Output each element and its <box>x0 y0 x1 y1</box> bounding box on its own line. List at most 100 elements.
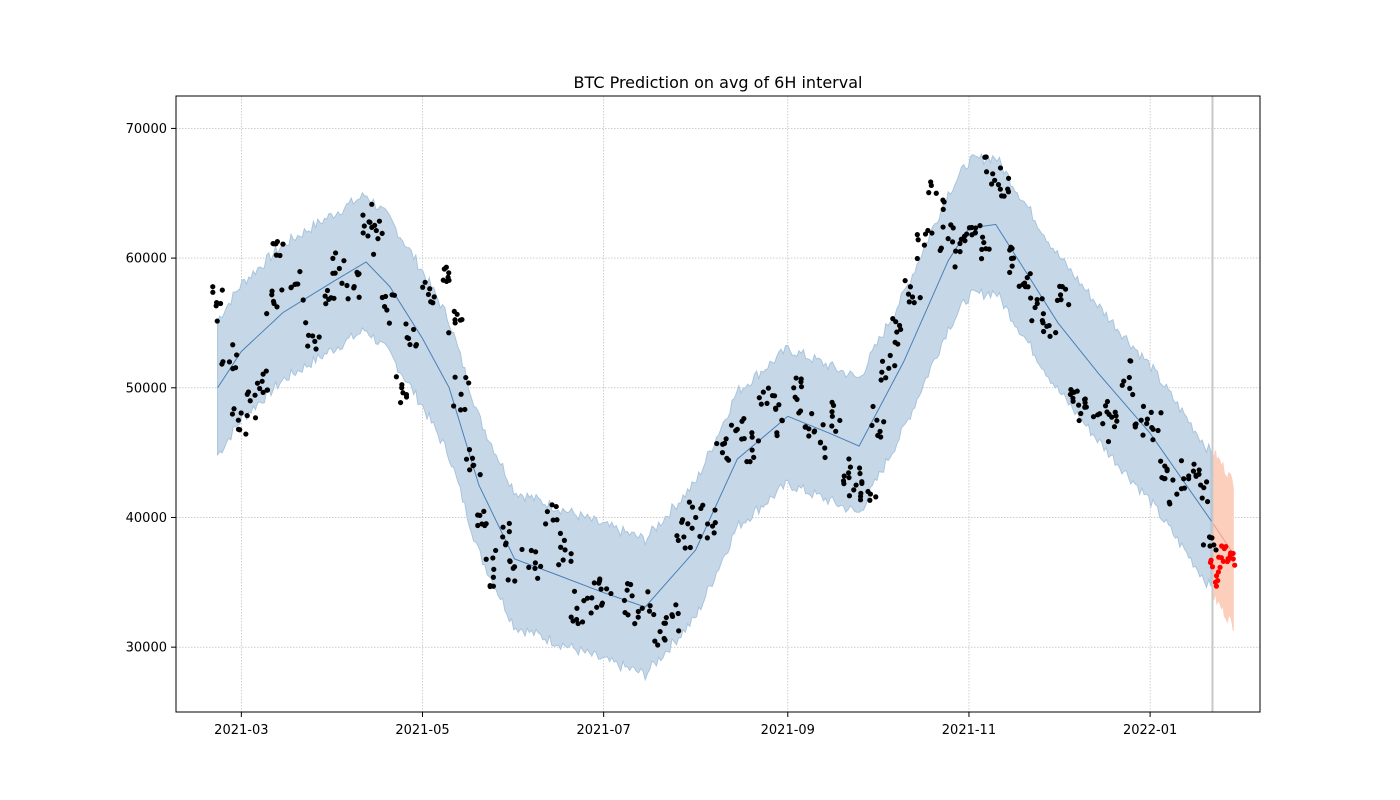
actual-point-cluster <box>332 250 339 256</box>
actual-point-cluster <box>1025 284 1031 290</box>
actual-point-cluster <box>1196 471 1202 477</box>
actual-point-cluster <box>356 294 362 300</box>
actual-point-cluster <box>914 232 920 238</box>
actual-point-cluster <box>533 549 539 555</box>
actual-point-cluster <box>773 406 779 412</box>
actual-point-cluster <box>669 613 676 620</box>
actual-point-cluster <box>560 557 566 563</box>
actual-point-cluster <box>274 304 280 310</box>
actual-point-cluster <box>902 278 908 284</box>
future-point-cluster <box>1216 554 1222 560</box>
actual-point-cluster <box>1201 485 1207 491</box>
actual-point-cluster <box>244 391 250 397</box>
actual-point-cluster <box>1090 414 1097 420</box>
actual-point-cluster <box>571 588 578 594</box>
actual-point-cluster <box>1167 501 1173 507</box>
actual-point-cluster <box>632 621 638 627</box>
actual-point <box>981 239 987 246</box>
actual-point-cluster <box>405 335 412 341</box>
actual-point-cluster <box>345 296 351 302</box>
actual-point-cluster <box>806 433 812 439</box>
actual-point-cluster <box>288 285 294 291</box>
actual-point-cluster <box>369 224 375 230</box>
actual-point-cluster <box>451 403 457 409</box>
actual-point <box>681 534 687 540</box>
actual-point-cluster <box>403 391 410 398</box>
actual-point-cluster <box>506 520 512 527</box>
actual-point <box>550 517 556 523</box>
actual-point <box>217 300 224 307</box>
forecast-uncertainty-band <box>217 152 1212 682</box>
actual-point <box>886 365 892 371</box>
actual-point-cluster <box>983 154 989 160</box>
actual-point-cluster <box>568 614 574 620</box>
actual-point-cluster <box>1186 476 1192 482</box>
actual-point-cluster <box>833 428 839 434</box>
actual-point-cluster <box>765 385 772 391</box>
actual-point-cluster <box>367 219 373 225</box>
actual-point-cluster <box>878 434 884 440</box>
actual-point-cluster <box>1211 542 1217 548</box>
actual-point-cluster <box>995 182 1002 188</box>
actual-point-cluster <box>1114 418 1120 424</box>
actual-point-cluster <box>1144 416 1150 422</box>
actual-point-cluster <box>344 282 350 289</box>
actual-point <box>375 236 381 242</box>
actual-point-cluster <box>1105 438 1112 445</box>
actual-point-cluster <box>774 432 780 439</box>
actual-point-cluster <box>712 520 718 526</box>
actual-point-cluster <box>989 181 995 187</box>
actual-point-cluster <box>1001 193 1007 199</box>
actual-point-cluster <box>928 182 934 189</box>
actual-point-cluster <box>655 642 661 648</box>
actual-point-cluster <box>1203 479 1210 485</box>
actual-point-cluster <box>493 547 499 554</box>
actual-point-cluster <box>360 212 366 218</box>
actual-point <box>259 378 265 384</box>
actual-point-cluster <box>264 387 271 393</box>
actual-point-cluster <box>1029 318 1035 324</box>
actual-point <box>589 595 595 601</box>
actual-point-cluster <box>1164 466 1170 472</box>
actual-point-cluster <box>624 587 630 593</box>
actual-point-cluster <box>469 455 476 461</box>
actual-point-cluster <box>760 389 766 395</box>
actual-point-cluster <box>940 206 946 212</box>
actual-point-cluster <box>1178 458 1185 464</box>
actual-point-cluster <box>305 332 312 338</box>
actual-point <box>764 400 770 406</box>
actual-point-cluster <box>568 558 574 564</box>
actual-point-cluster <box>937 247 943 254</box>
future-point-cluster <box>1213 583 1220 589</box>
actual-point-cluster <box>1149 424 1155 431</box>
actual-point-cluster <box>811 428 818 434</box>
actual-point-cluster <box>330 255 336 261</box>
actual-point-cluster <box>1150 437 1156 443</box>
actual-point-cluster <box>1159 474 1165 481</box>
actual-point-cluster <box>553 503 559 510</box>
actual-point <box>410 326 417 333</box>
future-point-cluster <box>1213 573 1220 579</box>
actual-point-cluster <box>651 611 657 618</box>
actual-point-cluster <box>361 223 367 229</box>
actual-point-cluster <box>949 239 956 245</box>
actual-point-cluster <box>303 320 309 326</box>
actual-point-cluster <box>554 517 560 523</box>
actual-point <box>604 586 610 592</box>
actual-point-cluster <box>505 577 511 583</box>
actual-point-cluster <box>558 544 564 550</box>
actual-point-cluster <box>673 602 679 608</box>
future-point-cluster <box>1232 562 1238 568</box>
actual-point-cluster <box>231 406 237 412</box>
actual-point-cluster <box>477 512 483 518</box>
actual-point-cluster <box>962 238 968 244</box>
actual-point-cluster <box>328 295 334 301</box>
actual-point-cluster <box>330 270 336 276</box>
actual-point-cluster <box>232 365 239 371</box>
actual-point-cluster <box>829 409 835 415</box>
actual-point-cluster <box>446 270 452 276</box>
actual-point-cluster <box>820 422 826 428</box>
forecast-lines <box>217 223 1234 608</box>
actual-point-cluster <box>214 299 220 306</box>
actual-point-cluster <box>793 375 799 381</box>
